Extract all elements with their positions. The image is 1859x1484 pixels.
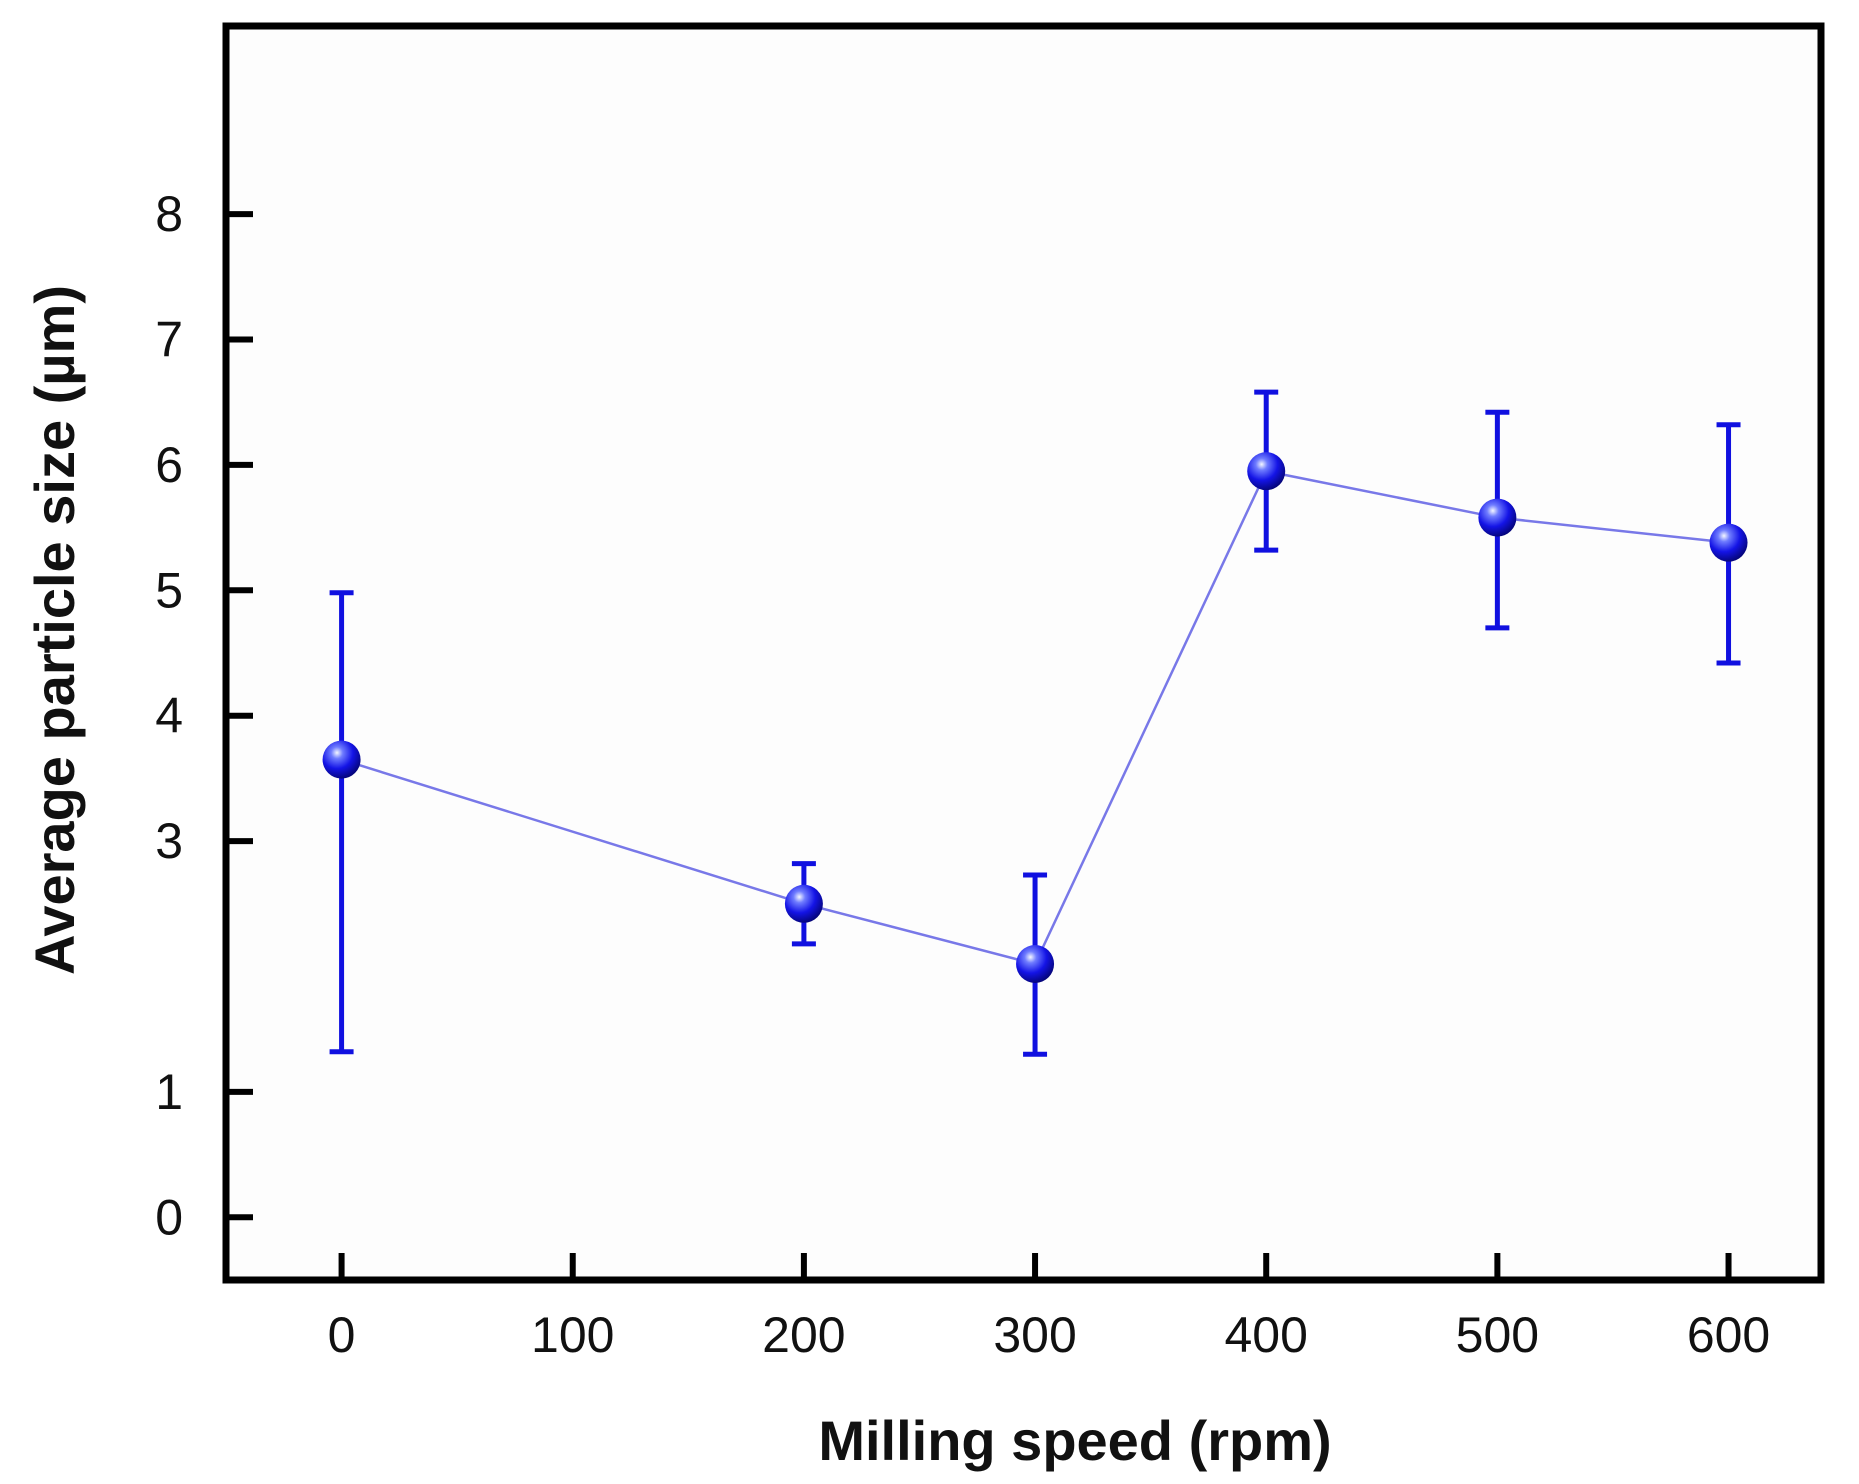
y-tick-label: 3 xyxy=(155,813,183,869)
y-tick-label: 5 xyxy=(155,562,183,618)
y-tick-label: 7 xyxy=(155,312,183,368)
series-line xyxy=(341,469,1729,966)
data-point xyxy=(322,740,361,779)
plot-frame xyxy=(222,22,1825,1284)
x-tick-label: 400 xyxy=(1224,1307,1307,1363)
y-axis: 0 1 3 4 5 6 7 8 xyxy=(155,186,253,1245)
x-axis-title: Milling speed (rpm) xyxy=(818,1409,1331,1472)
x-tick-label: 0 xyxy=(328,1307,356,1363)
data-point xyxy=(1247,452,1286,491)
data-point xyxy=(1478,498,1517,537)
y-tick-label: 0 xyxy=(155,1189,183,1245)
y-tick-label: 1 xyxy=(155,1064,183,1120)
x-axis: 0 100 200 300 400 500 600 xyxy=(328,1253,1770,1363)
x-tick-label: 500 xyxy=(1456,1307,1539,1363)
x-tick-label: 200 xyxy=(762,1307,845,1363)
y-tick-label: 6 xyxy=(155,437,183,493)
y-tick-label: 8 xyxy=(155,186,183,242)
data-point xyxy=(1016,944,1055,983)
x-tick-label: 600 xyxy=(1687,1307,1770,1363)
data-series xyxy=(322,389,1748,1057)
data-point xyxy=(1709,523,1748,562)
x-tick-label: 100 xyxy=(531,1307,614,1363)
y-tick-label: 4 xyxy=(155,688,183,744)
y-axis-title: Average particle size (µm) xyxy=(23,285,86,975)
data-point xyxy=(784,884,823,923)
x-tick-label: 300 xyxy=(993,1307,1076,1363)
